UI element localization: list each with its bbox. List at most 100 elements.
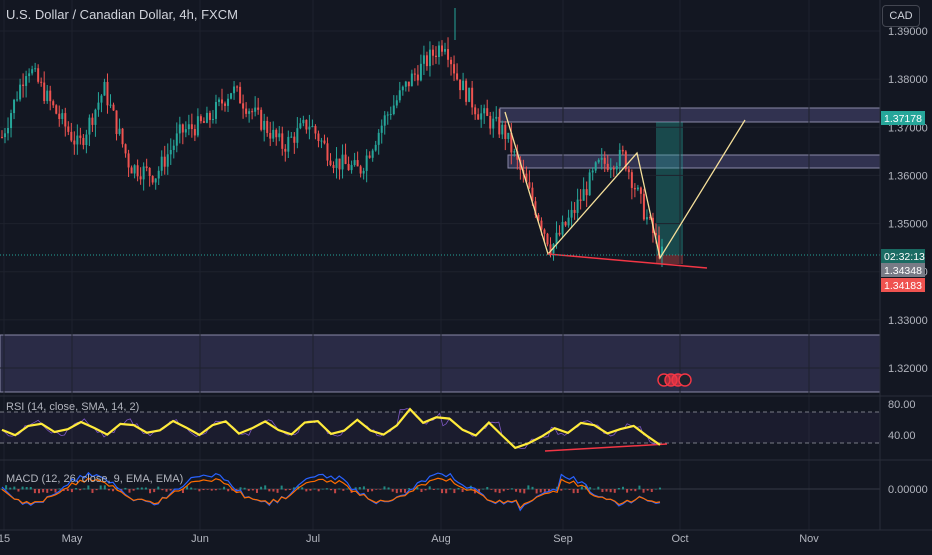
candle-body: [236, 86, 239, 88]
macd-histogram-bar: [572, 489, 575, 494]
candle-body: [471, 87, 474, 108]
candle-body: [217, 99, 220, 102]
level-price-label: 1.37178: [884, 113, 922, 125]
candle-body: [431, 49, 434, 56]
candle-body: [531, 187, 534, 202]
candle-body: [329, 160, 332, 166]
candle-body: [133, 165, 136, 174]
candle-body: [549, 244, 552, 254]
candle-body: [516, 151, 519, 160]
candle-body: [254, 107, 257, 112]
candle-body: [444, 49, 447, 52]
x-tick-label: Jun: [191, 533, 209, 545]
candle-body: [242, 103, 245, 109]
rsi-pane[interactable]: [0, 395, 932, 452]
candle-body: [221, 99, 223, 104]
candle-body: [136, 165, 139, 177]
candle-body: [570, 209, 573, 218]
candle-body: [585, 189, 588, 196]
candle-body: [323, 140, 326, 144]
candle-body: [425, 55, 428, 67]
macd-histogram-bar: [128, 489, 131, 493]
candle-body: [46, 90, 49, 102]
macd-histogram-bar: [210, 489, 213, 491]
macd-histogram-bar: [280, 485, 283, 490]
candle-body: [272, 129, 275, 139]
macd-histogram-bar: [107, 489, 110, 491]
macd-histogram-bar: [515, 489, 518, 492]
candle-body: [19, 84, 22, 100]
macd-histogram-bar: [46, 489, 49, 493]
candle-body: [359, 166, 362, 174]
macd-histogram-bar: [613, 489, 616, 493]
x-tick-label: Nov: [799, 533, 819, 545]
candle-body: [305, 119, 308, 130]
candle-body: [25, 76, 28, 86]
candle-body: [70, 131, 73, 141]
drawings-layer: [0, 111, 880, 269]
candle-body: [606, 163, 609, 170]
candle-body: [302, 119, 305, 124]
candle-body: [582, 189, 585, 201]
macd-histogram-bar: [646, 489, 649, 491]
candle-body: [196, 116, 199, 136]
macd-legend[interactable]: MACD (12, 26, close, 9, EMA, EMA): [6, 473, 184, 485]
candle-body: [450, 59, 453, 65]
candle-body: [73, 140, 76, 145]
macd-histogram-bar: [486, 486, 489, 490]
macd-histogram-bar: [132, 489, 135, 491]
macd-histogram-bar: [17, 489, 20, 492]
candle-body: [389, 114, 392, 116]
macd-histogram-bar: [650, 489, 653, 492]
candle-body: [576, 199, 579, 213]
candle-body: [109, 104, 112, 106]
candle-body: [537, 214, 540, 221]
macd-tick-label: 0.00000: [888, 484, 928, 496]
candle-body: [290, 136, 293, 138]
macd-histogram-bar: [404, 489, 407, 493]
candle-body: [594, 162, 597, 171]
candle-body: [525, 173, 528, 183]
currency-button[interactable]: CAD: [882, 5, 920, 27]
candle-body: [148, 167, 151, 177]
candle-body: [621, 149, 624, 152]
macd-histogram-bar: [218, 488, 221, 490]
macd-histogram-bar: [519, 489, 522, 493]
macd-histogram-bar: [408, 488, 411, 490]
rsi-legend[interactable]: RSI (14, close, SMA, 14, 2): [6, 401, 140, 413]
macd-histogram-bar: [449, 488, 452, 490]
candle-body: [513, 151, 516, 153]
candle-body: [85, 134, 88, 146]
macd-histogram-bar: [436, 488, 439, 490]
time-axis[interactable]: 15 May Jun Jul Aug Sep Oct Nov: [0, 533, 819, 545]
candle-body: [350, 165, 353, 171]
event-icons[interactable]: [657, 373, 692, 387]
macd-histogram-bar: [589, 487, 592, 490]
macd-histogram-bar: [91, 489, 94, 493]
price-axis[interactable]: 1.390001.380001.370001.360001.350001.340…: [888, 26, 928, 375]
macd-histogram-bar: [223, 486, 226, 490]
macd-histogram-bar: [243, 487, 246, 490]
macd-histogram-bar: [66, 489, 69, 492]
macd-signal-line: [1, 477, 661, 510]
macd-histogram-bar: [523, 489, 526, 494]
macd-pane[interactable]: [0, 459, 932, 512]
indicator-axis: 80.00 40.00 0.00000: [888, 399, 928, 496]
candle-body: [245, 108, 248, 114]
candle-body: [193, 129, 196, 136]
candle-body: [284, 148, 287, 152]
candle-body: [293, 136, 296, 143]
candle-body: [202, 121, 205, 123]
candle-body: [251, 111, 254, 113]
pattern-leg-drawing: [504, 111, 746, 260]
macd-histogram-bar: [79, 489, 82, 491]
macd-histogram-bar: [87, 485, 90, 490]
candle-body: [320, 140, 323, 142]
candle-body: [266, 120, 269, 133]
candle-body: [260, 109, 263, 130]
candle-body: [233, 86, 236, 94]
event-icon[interactable]: [678, 373, 692, 387]
x-tick-label: May: [62, 533, 83, 545]
